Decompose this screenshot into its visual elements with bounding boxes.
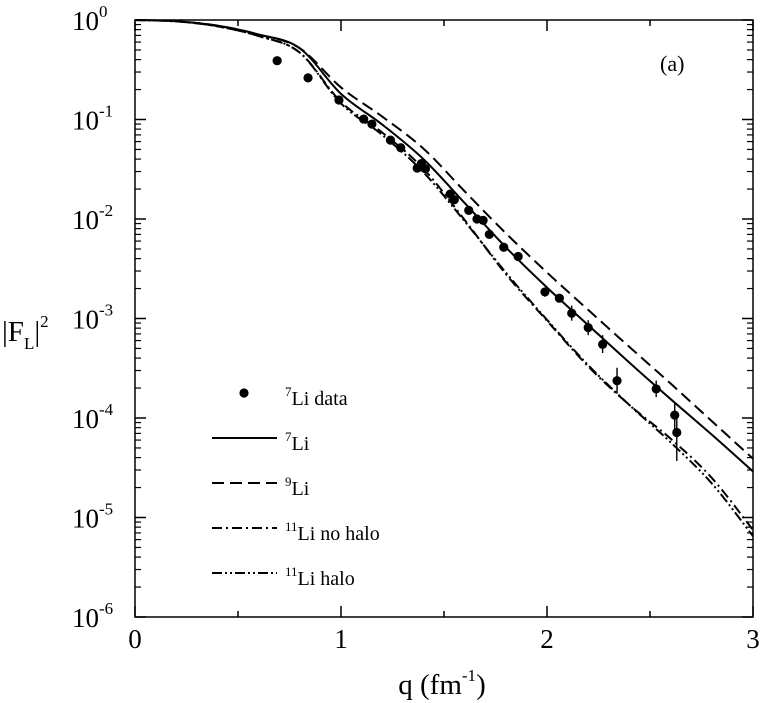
- y-tick-label: 10-1: [72, 102, 113, 136]
- legend-label-1: 7Li: [285, 429, 310, 455]
- data-point-10: [420, 164, 431, 174]
- data-point-4: [359, 114, 369, 124]
- legend-label-data: 7Li data: [285, 384, 348, 410]
- data-point-2: [303, 73, 313, 83]
- y-tick-label: 10-5: [72, 500, 113, 534]
- curves: [134, 19, 754, 537]
- data-point-6: [385, 135, 396, 145]
- data-point-3: [334, 95, 344, 105]
- y-axis-label: |FL|2: [2, 312, 49, 353]
- legend-label-3: 11Li no halo: [285, 519, 380, 545]
- axis-ticks: [134, 19, 754, 618]
- series-line-3: [134, 19, 754, 531]
- data-point-23: [598, 339, 608, 349]
- x-tick-label: 2: [540, 624, 554, 654]
- data-point-18: [513, 251, 523, 262]
- data-point-12: [449, 195, 459, 205]
- y-tick-label: 100: [72, 2, 108, 36]
- data-point-24: [612, 376, 622, 386]
- x-tick-label: 1: [334, 624, 348, 654]
- data-point-5: [367, 119, 377, 129]
- data-point-25: [651, 384, 661, 394]
- y-tick-label: 10-2: [72, 201, 113, 235]
- legend-label-4: 11Li halo: [285, 564, 355, 590]
- series-line-4: [134, 19, 754, 537]
- y-tick-label: 10-4: [72, 400, 114, 434]
- data-point-22: [583, 323, 593, 333]
- x-tick-label: 3: [746, 624, 760, 654]
- series-line-2: [134, 19, 754, 460]
- legend: 7Li data 7Li 9Li 11Li no halo 11Li halo: [212, 384, 380, 590]
- panel-label: (a): [660, 51, 684, 76]
- data-point-21: [567, 308, 577, 318]
- data-point-19: [540, 287, 550, 297]
- data-point-15: [478, 215, 488, 225]
- legend-marker-data: [239, 388, 249, 398]
- data-point-26: [670, 410, 680, 420]
- tick-labels: 0 1 2 3 100 10-1 10-2 10-3 10-4 10-5 10-6: [72, 2, 760, 654]
- data-point-20: [554, 293, 564, 303]
- data-point-16: [484, 229, 494, 240]
- data-point-17: [499, 242, 509, 252]
- data-points: [272, 56, 682, 461]
- legend-label-2: 9Li: [285, 474, 310, 500]
- data-point-13: [464, 205, 474, 216]
- y-tick-label: 10-3: [72, 301, 113, 335]
- y-tick-label: 10-6: [72, 599, 113, 633]
- x-axis-label: q (fm-1): [398, 666, 485, 701]
- data-point-27: [672, 427, 682, 438]
- data-point-1: [272, 56, 282, 66]
- x-tick-label: 0: [128, 624, 142, 654]
- data-point-7: [396, 143, 406, 153]
